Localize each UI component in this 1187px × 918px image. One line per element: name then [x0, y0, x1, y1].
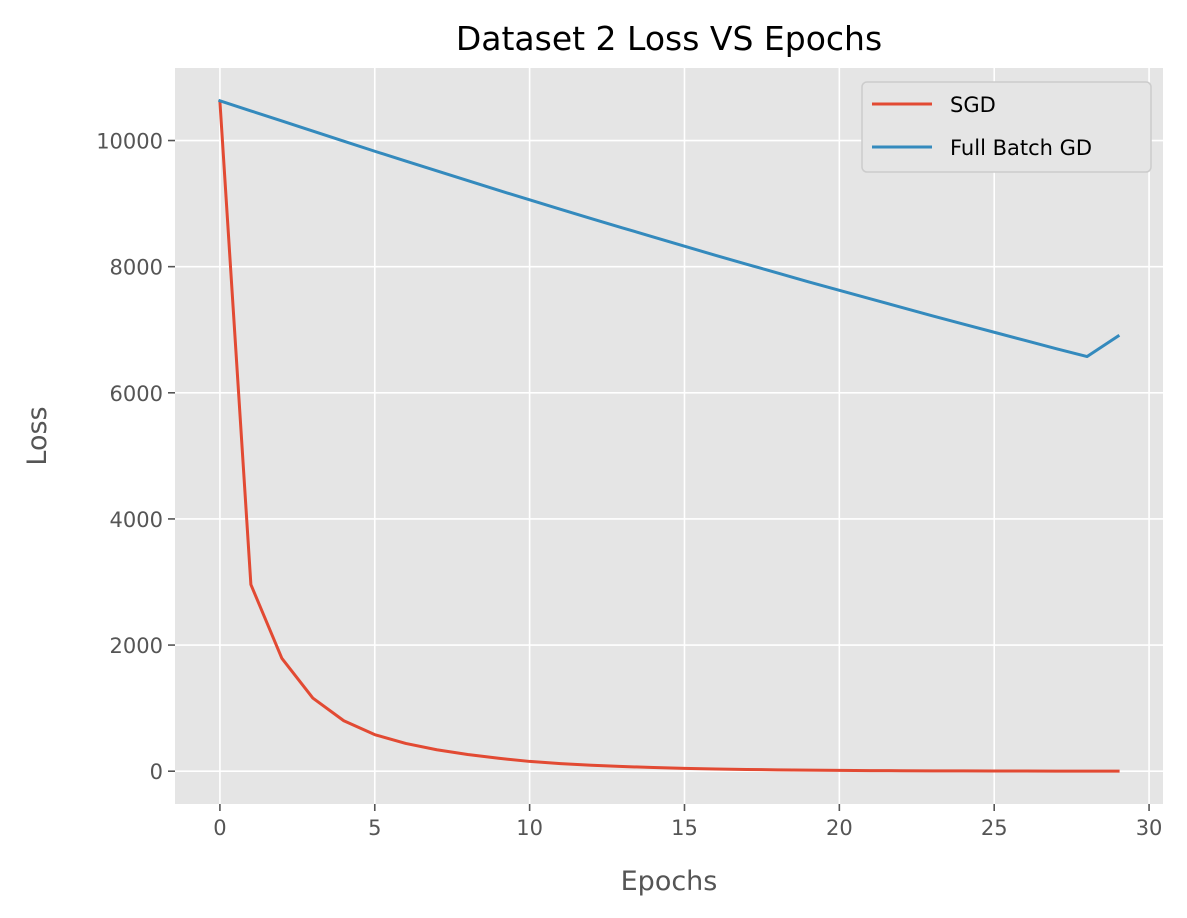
- x-tick-label: 25: [981, 816, 1008, 840]
- y-tick-labels: 0 2000 4000 6000 8000 10000: [96, 130, 175, 784]
- x-axis-label: Epochs: [621, 866, 718, 897]
- y-tick-label: 4000: [110, 508, 163, 532]
- y-tick-label: 0: [150, 760, 163, 784]
- series-line-full-batch-gd: [218, 98, 1121, 359]
- legend: SGD Full Batch GD: [861, 81, 1152, 173]
- x-tick-label: 10: [516, 816, 543, 840]
- x-tick-label: 20: [826, 816, 853, 840]
- y-tick-label: 6000: [110, 382, 163, 406]
- y-tick-label: 10000: [96, 130, 163, 154]
- series-line-sgd: [218, 99, 1120, 773]
- plot-background: [175, 68, 1163, 804]
- x-tick-label: 0: [213, 816, 226, 840]
- y-tick-label: 8000: [110, 256, 163, 280]
- legend-label-sgd: SGD: [950, 93, 996, 117]
- chart-title: Dataset 2 Loss VS Epochs: [456, 19, 882, 58]
- series-lines: [218, 98, 1121, 773]
- y-tick-label: 2000: [110, 634, 163, 658]
- legend-label-full-batch-gd: Full Batch GD: [950, 136, 1092, 160]
- y-axis-label: Loss: [22, 406, 53, 465]
- x-tick-label: 30: [1136, 816, 1163, 840]
- x-tick-label: 15: [671, 816, 698, 840]
- x-tick-labels: 0 5 10 15 20 25 30: [213, 804, 1162, 840]
- legend-box: [861, 81, 1152, 173]
- x-tick-label: 5: [368, 816, 381, 840]
